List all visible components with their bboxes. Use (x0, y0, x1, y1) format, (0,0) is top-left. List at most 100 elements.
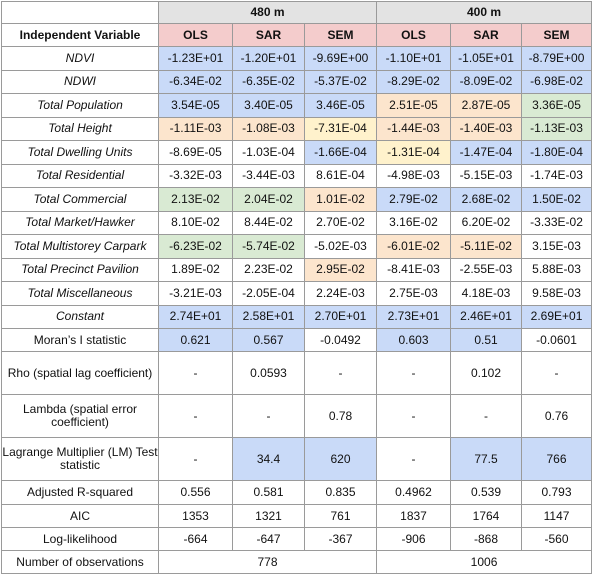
value-cell: 2.46E+01 (450, 304, 523, 329)
value-cell: -1.80E-04 (521, 140, 592, 165)
value-cell: 1764 (450, 504, 523, 528)
value-cell: 766 (521, 437, 592, 481)
observations-label: Number of observations (1, 550, 159, 574)
variable-row: Total Market/Hawker 8.10E-02 8.44E-02 2.70E… (1, 210, 592, 235)
variable-row: Total Height -1.11E-03 -1.08E-03 -7.31E-04-… (1, 116, 592, 141)
value-cell: -2.55E-03 (450, 257, 523, 282)
value-cell: 2.24E-03 (303, 281, 378, 306)
statistic-label: AIC (1, 504, 159, 528)
value-cell: -6.98E-02 (521, 69, 592, 94)
value-cell: 3.16E-02 (376, 210, 452, 235)
statistic-row: Adjusted R-squared 0.556 0.581 0.835 0.4962 0… (1, 480, 592, 505)
value-cell: 2.23E-02 (232, 257, 305, 282)
statistic-row: Log-likelihood -664 -647 -367 -906 -868 -560 (1, 527, 592, 551)
value-cell: -1.47E-04 (450, 140, 523, 165)
value-cell: 2.70E-02 (303, 210, 378, 235)
value-cell: -5.74E-02 (232, 234, 305, 259)
value-cell: 8.61E-04 (303, 163, 378, 188)
value-cell: -1.13E-03 (521, 116, 592, 141)
variable-row: Total Precinct Pavilion 1.89E-02 2.23E-02 2… (1, 257, 592, 282)
value-cell: 0.539 (450, 480, 523, 505)
value-cell: -7.31E-04 (303, 116, 378, 141)
variable-row: Total Dwelling Units -8.69E-05 -1.03E-04 -1… (1, 140, 592, 165)
value-cell: -3.21E-03 (158, 281, 233, 306)
value-cell: -1.23E+01 (158, 46, 233, 71)
value-cell: 620 (303, 437, 378, 481)
value-cell: 2.75E-03 (376, 281, 452, 306)
value-cell: - (376, 351, 452, 395)
value-cell: -1.11E-03 (158, 116, 233, 141)
value-cell: 0.567 (232, 328, 305, 352)
statistic-row: AIC 1353 1321 761 1837 1764 1147 (1, 504, 592, 528)
value-cell: -1.74E-03 (521, 163, 592, 188)
value-cell: -5.15E-03 (450, 163, 523, 188)
value-cell: 2.79E-02 (376, 187, 452, 212)
model-header-sem-400: SEM (521, 23, 592, 47)
value-cell: 3.36E-05 (521, 93, 592, 118)
value-cell: 761 (303, 504, 378, 528)
value-cell: - (158, 394, 233, 438)
value-cell: 0.51 (450, 328, 523, 352)
variable-label: Total Height (1, 116, 159, 141)
value-cell: 1.01E-02 (303, 187, 378, 212)
statistic-row: Lagrange Multiplier (LM) Test statistic -… (1, 437, 592, 481)
value-cell: -9.69E+00 (303, 46, 378, 71)
value-cell: -367 (303, 527, 378, 551)
value-cell: - (450, 394, 523, 438)
statistic-label: Moran’s I statistic (1, 328, 159, 352)
header-row-models: Independent Variable OLS SAR SEM OLS SAR… (1, 23, 592, 47)
value-cell: -560 (521, 527, 592, 551)
statistic-label: Rho (spatial lag coefficient) (1, 351, 159, 395)
value-cell: -8.29E-02 (376, 69, 452, 94)
statistic-label: Lagrange Multiplier (LM) Test statistic (1, 437, 159, 481)
variable-label: NDVI (1, 46, 159, 71)
value-cell: -868 (450, 527, 523, 551)
value-cell: -4.98E-03 (376, 163, 452, 188)
value-cell: - (376, 437, 452, 481)
value-cell: -1.08E-03 (232, 116, 305, 141)
value-cell: -8.41E-03 (376, 257, 452, 282)
value-cell: 2.95E-02 (303, 257, 378, 282)
value-cell: -5.37E-02 (303, 69, 378, 94)
value-cell: -8.09E-02 (450, 69, 523, 94)
variable-label: Total Residential (1, 163, 159, 188)
value-cell: -1.20E+01 (232, 46, 305, 71)
value-cell: 1321 (232, 504, 305, 528)
group-header-400m: 400 m (376, 1, 592, 24)
value-cell: 1.89E-02 (158, 257, 233, 282)
variable-row: Total Residential -3.32E-03 -3.44E-03 8.61E… (1, 163, 592, 188)
value-cell: 1837 (376, 504, 452, 528)
value-cell: 3.54E-05 (158, 93, 233, 118)
value-cell: -1.40E-03 (450, 116, 523, 141)
value-cell: -2.05E-04 (232, 281, 305, 306)
value-cell: - (303, 351, 378, 395)
value-cell: 2.69E+01 (521, 304, 592, 329)
value-cell: -664 (158, 527, 233, 551)
value-cell: 0.603 (376, 328, 452, 352)
variable-row: NDVI -1.23E+01 -1.20E+01 -9.69E+00 -1.10E+01… (1, 46, 592, 71)
value-cell: 0.581 (232, 480, 305, 505)
variable-label: Constant (1, 304, 159, 329)
value-cell: -6.34E-02 (158, 69, 233, 94)
value-cell: -1.10E+01 (376, 46, 452, 71)
value-cell: 1.50E-02 (521, 187, 592, 212)
value-cell: 2.70E+01 (303, 304, 378, 329)
variable-label: Total Multistorey Carpark (1, 234, 159, 259)
value-cell: -1.44E-03 (376, 116, 452, 141)
value-cell: 3.40E-05 (232, 93, 305, 118)
variable-row: Total Commercial 2.13E-02 2.04E-02 1.01E-02… (1, 187, 592, 212)
value-cell: 1353 (158, 504, 233, 528)
value-cell: 3.46E-05 (303, 93, 378, 118)
variable-label: Total Population (1, 93, 159, 118)
observations-480m-value: 778 (157, 550, 378, 574)
value-cell: - (376, 394, 452, 438)
value-cell: -0.0601 (521, 328, 592, 352)
value-cell: -6.35E-02 (232, 69, 305, 94)
value-cell: - (521, 351, 592, 395)
value-cell: 0.556 (158, 480, 233, 505)
variable-label: Total Miscellaneous (1, 281, 159, 306)
value-cell: -8.79E+00 (521, 46, 592, 71)
value-cell: -1.66E-04 (303, 140, 378, 165)
variable-row: Total Miscellaneous -3.21E-03 -2.05E-04 2.2… (1, 281, 592, 306)
